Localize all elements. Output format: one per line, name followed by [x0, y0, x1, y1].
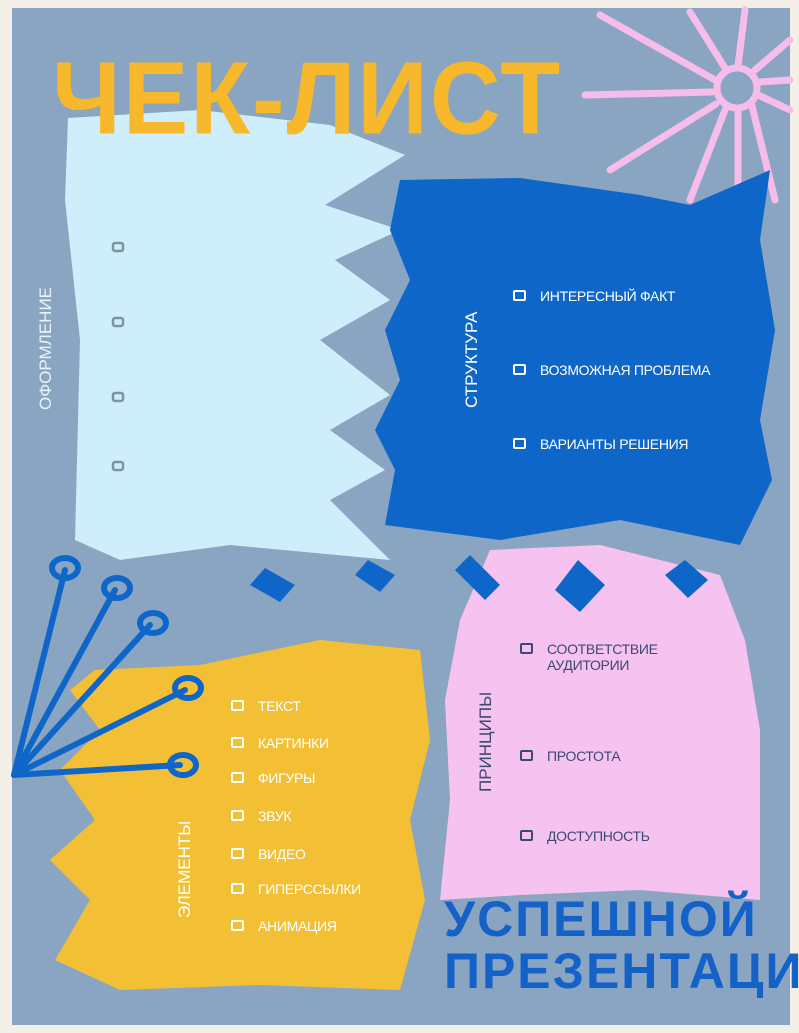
checklist-item: ТЕКСТ — [231, 698, 401, 714]
item-text: ДОСТУПНОСТЬ — [547, 828, 650, 844]
item-text: ВИДЕО — [258, 846, 306, 862]
checkbox — [231, 810, 244, 821]
checklist-item: КАРТИНКИ — [231, 735, 401, 751]
light-blue-shape — [65, 110, 405, 560]
checkbox — [231, 920, 244, 931]
checklist-item: ВИДЕО — [231, 846, 401, 862]
item-text: ГИПЕРССЫЛКИ — [258, 881, 361, 897]
section-heading: ПРИНЦИПЫ — [476, 691, 495, 792]
subtitle: УСПЕШНОЙ — [444, 891, 758, 947]
checkbox — [513, 438, 526, 449]
item-text: ПРОСТОТА — [547, 748, 621, 764]
checkbox — [513, 290, 526, 301]
item-text: АНИМАЦИЯ — [258, 918, 337, 934]
checkbox — [520, 830, 533, 841]
branches — [11, 555, 204, 778]
checklist-item: ВОЗМОЖНАЯ ПРОБЛЕМА — [513, 362, 753, 378]
item-text: ТЕКСТ — [258, 698, 301, 714]
section-heading: ОФОРМЛЕНИЕ — [36, 286, 55, 410]
dark-blue-shape — [375, 170, 775, 545]
checklist-item: ВАРИАНТЫ РЕШЕНИЯ — [513, 436, 753, 452]
section-heading: СТРУКТУРА — [462, 311, 481, 409]
subtitle: ПРЕЗЕНТАЦИИ — [444, 943, 799, 999]
checklist-item: ЗВУК — [231, 808, 401, 824]
yellow-shape — [50, 640, 430, 990]
checkbox — [231, 883, 244, 894]
checkbox — [231, 848, 244, 859]
sun — [581, 6, 794, 244]
item-text: ЗВУК — [258, 808, 292, 824]
checkbox — [513, 364, 526, 375]
item-text: КАРТИНКИ — [258, 735, 329, 751]
pink-shape — [440, 545, 760, 900]
checkbox — [231, 737, 244, 748]
checklist-item: ФИГУРЫ — [231, 770, 401, 786]
title: ЧЕК-ЛИСТ — [52, 40, 563, 156]
item-text: СООТВЕТСТВИЕ АУДИТОРИИ — [547, 641, 658, 673]
checklist-item: ПРОСТОТА — [520, 748, 650, 764]
item-text: ИНТЕРЕСНЫЙ ФАКТ — [540, 288, 676, 304]
item-text: ВОЗМОЖНАЯ ПРОБЛЕМА — [540, 362, 711, 378]
checkbox — [231, 772, 244, 783]
item-text: ФИГУРЫ — [258, 770, 316, 786]
checklist-item: ДОСТУПНОСТЬ — [520, 828, 650, 844]
section-heading: ЭЛЕМЕНТЫ — [175, 820, 194, 918]
checklist-item: АНИМАЦИЯ — [231, 918, 401, 934]
checkbox — [520, 750, 533, 761]
diamonds — [250, 555, 708, 612]
item-text: ВАРИАНТЫ РЕШЕНИЯ — [540, 436, 689, 452]
checkbox — [231, 700, 244, 711]
checklist-item: ГИПЕРССЫЛКИ — [231, 881, 401, 897]
checkbox — [520, 643, 533, 654]
checklist-item: СООТВЕТСТВИЕ АУДИТОРИИ — [520, 641, 658, 673]
checklist-item: ИНТЕРЕСНЫЙ ФАКТ — [513, 288, 753, 304]
empty-checkboxes — [111, 241, 125, 472]
